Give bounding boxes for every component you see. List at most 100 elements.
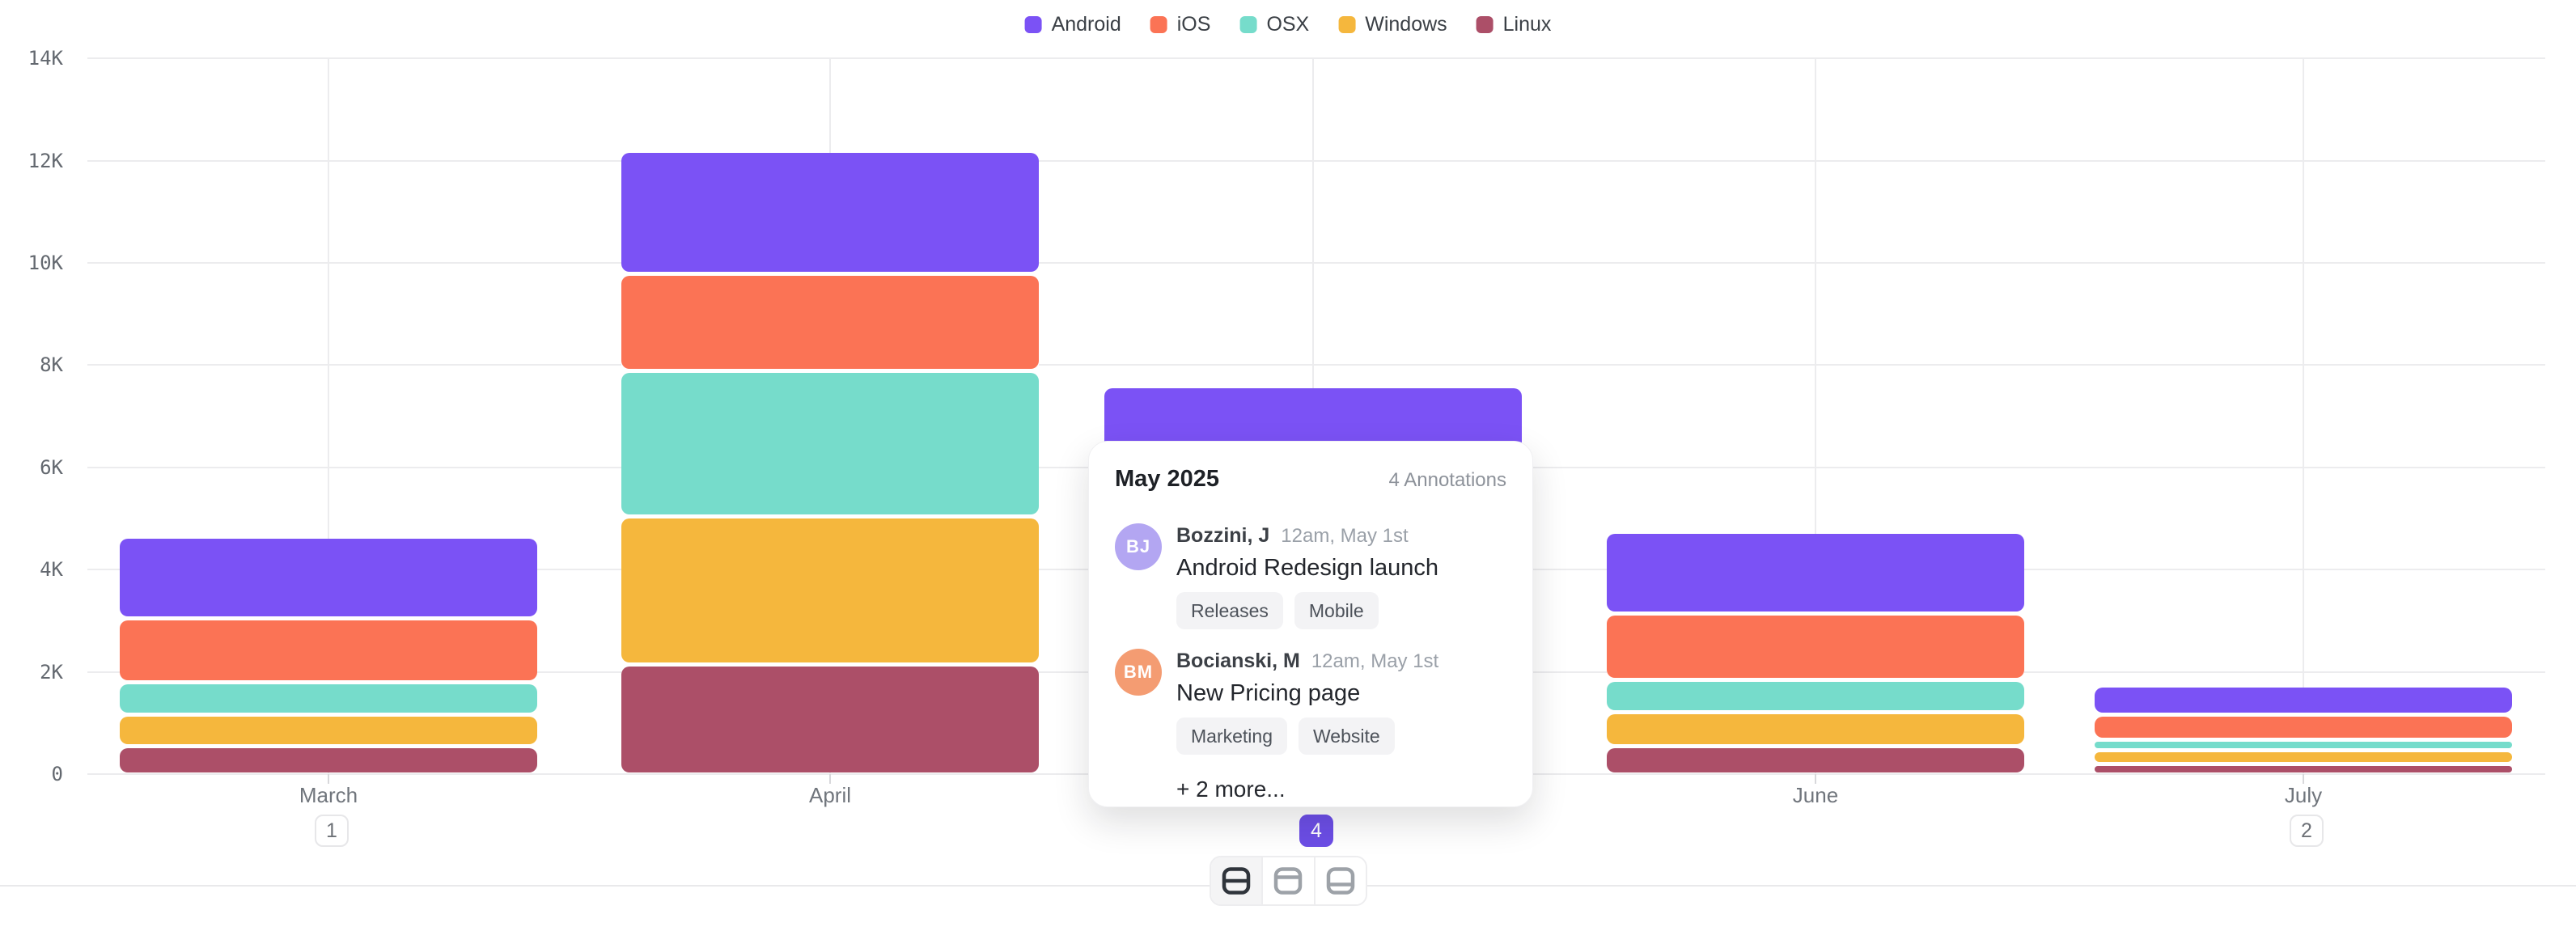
bar-segment-osx-july[interactable] [2095, 741, 2512, 749]
legend-swatch-windows-icon [1338, 16, 1356, 33]
gridline-horizontal [87, 364, 2545, 366]
legend-swatch-osx-icon [1239, 16, 1257, 33]
annotation-meta: Bocianski, M 12am, May 1st [1176, 649, 1438, 674]
bar-segment-android-april[interactable] [621, 153, 1039, 272]
annotation-tag-marketing: Marketing [1176, 717, 1287, 755]
bar-segment-windows-june[interactable] [1607, 714, 2024, 745]
layout-toolbar [1210, 856, 1367, 906]
legend-item-ios[interactable]: iOS [1150, 13, 1211, 36]
legend-item-windows[interactable]: Windows [1338, 13, 1447, 36]
bar-april [621, 153, 1039, 772]
annotation-count-badge-july[interactable]: 2 [2290, 815, 2324, 847]
gridline-horizontal [87, 159, 2545, 162]
x-axis-label-july: July [2284, 783, 2323, 807]
annotation-item: BM Bocianski, M 12am, May 1st New Pricing p… [1115, 649, 1506, 755]
layout-toggle-panel-top-button[interactable] [1261, 857, 1314, 904]
annotation-list: BJ Bozzini, J 12am, May 1st Android Redesig… [1115, 523, 1506, 755]
layout-toggle-split-middle-button[interactable] [1211, 857, 1262, 904]
chart-legend: Android iOS OSX Windows Linux [1024, 13, 1552, 36]
annotation-count-badge-march[interactable]: 1 [315, 815, 349, 847]
bar-march [120, 539, 537, 772]
popover-title: May 2025 [1115, 466, 1219, 492]
annotation-body: Bozzini, J 12am, May 1st Android Redesign … [1176, 523, 1438, 629]
legend-label: Linux [1502, 13, 1552, 36]
legend-swatch-android-icon [1024, 16, 1042, 33]
bar-segment-windows-april[interactable] [621, 518, 1039, 663]
x-axis-tick [1815, 774, 1816, 784]
bar-segment-android-july[interactable] [2095, 687, 2512, 713]
bar-segment-ios-march[interactable] [120, 620, 537, 681]
legend-label: iOS [1176, 13, 1211, 36]
y-axis-tick-label: 0 [51, 763, 63, 785]
gridline-horizontal [87, 262, 2545, 264]
annotation-author: Bozzini, J [1176, 524, 1270, 547]
split-middle-icon [1222, 867, 1251, 895]
gridline-vertical [328, 58, 329, 774]
bar-segment-android-june[interactable] [1607, 533, 2024, 612]
legend-label: OSX [1266, 13, 1310, 36]
popover-annotation-count: 4 Annotations [1388, 469, 1506, 491]
x-axis-tick [328, 774, 329, 784]
annotation-item: BJ Bozzini, J 12am, May 1st Android Redesig… [1115, 523, 1506, 629]
legend-swatch-ios-icon [1150, 16, 1167, 33]
gridline-vertical [1815, 58, 1816, 774]
annotation-tag-mobile: Mobile [1294, 592, 1379, 629]
y-axis-tick-label: 6K [40, 455, 63, 479]
bar-segment-osx-june[interactable] [1607, 682, 2024, 711]
y-axis-tick-label: 4K [40, 558, 63, 582]
legend-label: Windows [1365, 13, 1447, 36]
bar-july [2095, 687, 2512, 772]
legend-swatch-linux-icon [1476, 16, 1493, 33]
annotations-popover: May 2025 4 Annotations BJ Bozzini, J 12am,… [1088, 441, 1533, 807]
gridline-vertical [2303, 58, 2304, 774]
annotation-title: New Pricing page [1176, 680, 1361, 706]
legend-item-android[interactable]: Android [1024, 13, 1121, 36]
bar-segment-linux-march[interactable] [120, 748, 537, 772]
x-axis-label-april: April [808, 783, 852, 807]
panel-top-icon [1274, 867, 1303, 895]
layout-toggle-panel-bottom-button[interactable] [1313, 857, 1366, 904]
x-axis-tick [2303, 774, 2304, 784]
y-axis-tick-label: 8K [40, 353, 63, 377]
annotation-tag-releases: Releases [1176, 592, 1283, 629]
annotation-body: Bocianski, M 12am, May 1st New Pricing pag… [1176, 649, 1438, 755]
y-axis-tick-label: 2K [40, 660, 63, 683]
bar-segment-android-march[interactable] [120, 539, 537, 617]
bar-segment-ios-june[interactable] [1607, 616, 2024, 679]
annotation-avatar: BJ [1115, 523, 1162, 570]
x-axis-tick [829, 774, 831, 784]
bar-segment-linux-june[interactable] [1607, 748, 2024, 772]
annotation-timestamp: 12am, May 1st [1311, 650, 1439, 672]
annotation-title: Android Redesign launch [1176, 555, 1439, 581]
bar-segment-osx-april[interactable] [621, 372, 1039, 514]
panel-bottom-icon [1326, 867, 1355, 895]
y-axis-tick-label: 14K [28, 47, 63, 70]
legend-item-linux[interactable]: Linux [1476, 13, 1552, 36]
annotation-count-badge-may[interactable]: 4 [1299, 815, 1333, 847]
bar-segment-windows-march[interactable] [120, 717, 537, 745]
popover-header: May 2025 4 Annotations [1115, 466, 1506, 493]
bar-segment-linux-april[interactable] [621, 667, 1039, 772]
x-axis-label-june: June [1792, 783, 1839, 807]
legend-label: Android [1051, 13, 1121, 36]
bar-segment-linux-july[interactable] [2095, 765, 2512, 772]
annotation-tag-row: Marketing Website [1176, 717, 1438, 755]
bar-segment-osx-march[interactable] [120, 684, 537, 713]
y-axis-tick-label: 12K [28, 149, 63, 172]
x-axis-label-march: March [299, 783, 358, 807]
bar-june [1607, 533, 2024, 772]
bar-segment-ios-april[interactable] [621, 275, 1039, 369]
y-axis-tick-label: 10K [28, 252, 63, 274]
annotation-tag-website: Website [1298, 717, 1395, 755]
annotation-avatar: BM [1115, 649, 1162, 696]
annotation-author: Bocianski, M [1176, 650, 1300, 672]
annotation-meta: Bozzini, J 12am, May 1st [1176, 523, 1438, 548]
annotation-tag-row: Releases Mobile [1176, 592, 1438, 629]
bar-segment-windows-july[interactable] [2095, 752, 2512, 762]
bar-segment-ios-july[interactable] [2095, 716, 2512, 738]
legend-item-osx[interactable]: OSX [1239, 13, 1309, 36]
annotation-timestamp: 12am, May 1st [1281, 525, 1409, 547]
gridline-horizontal [87, 57, 2545, 60]
show-more-annotations-link[interactable]: + 2 more... [1176, 777, 1286, 802]
